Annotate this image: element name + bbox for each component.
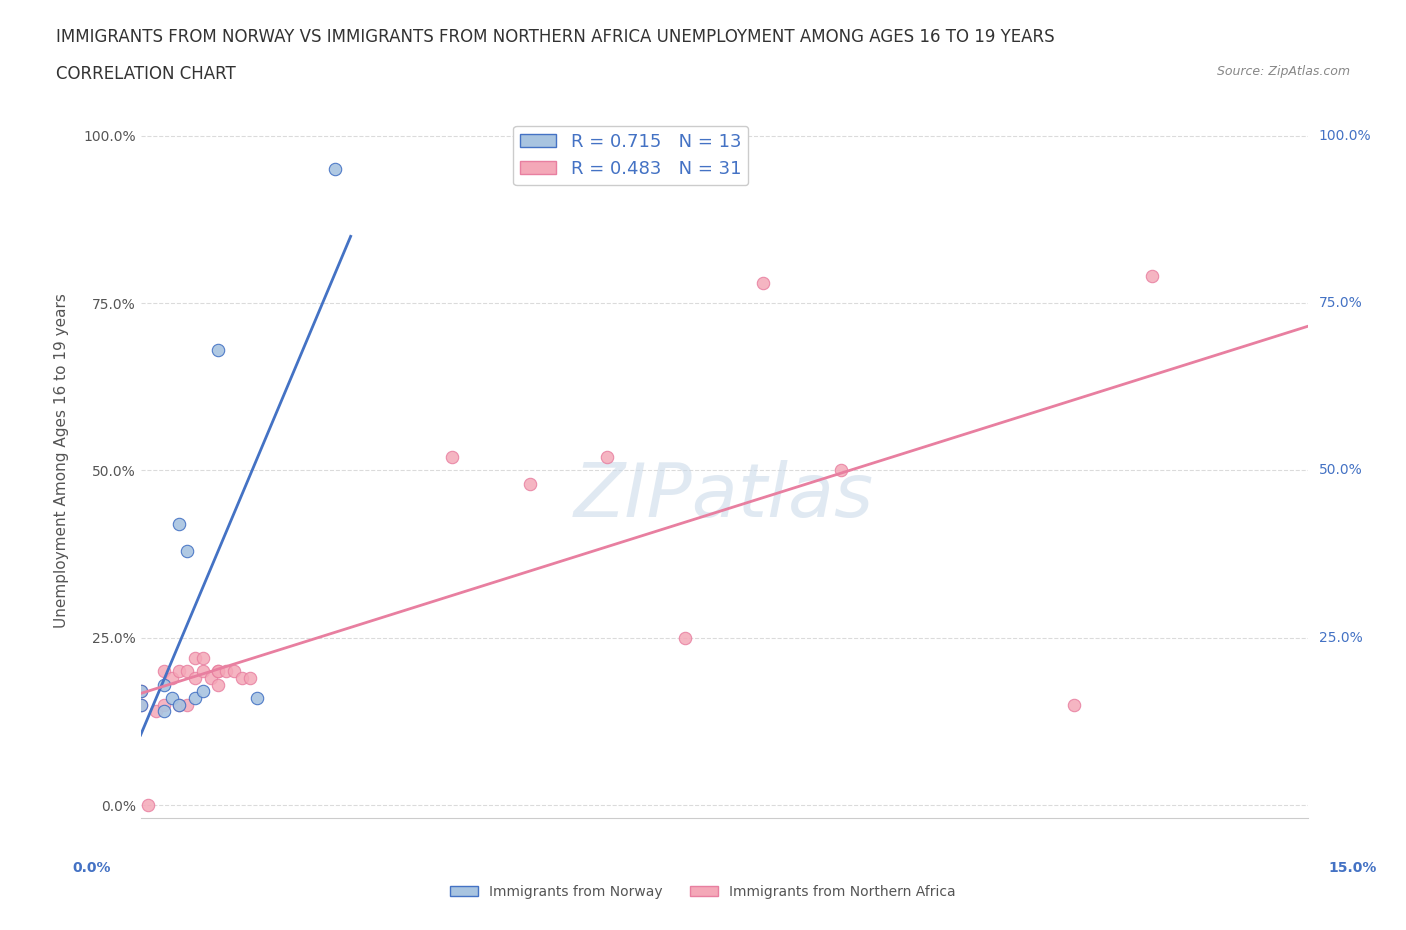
Point <box>176 543 198 558</box>
Text: 100.0%: 100.0% <box>1319 128 1371 143</box>
Y-axis label: Unemployment Among Ages 16 to 19 years: Unemployment Among Ages 16 to 19 years <box>55 293 69 628</box>
Point <box>246 690 269 705</box>
Point <box>129 698 152 712</box>
Point <box>673 631 696 645</box>
Point <box>176 664 198 679</box>
Point <box>160 671 183 685</box>
Text: 50.0%: 50.0% <box>1319 463 1362 477</box>
Point <box>207 677 229 692</box>
Point <box>596 449 619 464</box>
Point <box>830 463 852 478</box>
Text: 0.0%: 0.0% <box>72 861 111 875</box>
Point <box>153 698 176 712</box>
Point <box>153 677 176 692</box>
Point <box>200 671 222 685</box>
Point <box>138 798 160 813</box>
Point <box>153 704 176 719</box>
Text: ZIPatlas: ZIPatlas <box>574 460 875 532</box>
Text: IMMIGRANTS FROM NORWAY VS IMMIGRANTS FROM NORTHERN AFRICA UNEMPLOYMENT AMONG AGE: IMMIGRANTS FROM NORWAY VS IMMIGRANTS FRO… <box>56 28 1054 46</box>
Legend: R = 0.715   N = 13, R = 0.483   N = 31: R = 0.715 N = 13, R = 0.483 N = 31 <box>513 126 748 185</box>
Text: 15.0%: 15.0% <box>1329 861 1376 875</box>
Point <box>169 664 191 679</box>
Point <box>153 664 176 679</box>
Point <box>238 671 260 685</box>
Point <box>323 162 346 177</box>
Point <box>191 650 214 665</box>
Point <box>169 698 191 712</box>
Point <box>176 698 198 712</box>
Point <box>184 650 207 665</box>
Legend: Immigrants from Norway, Immigrants from Northern Africa: Immigrants from Norway, Immigrants from … <box>444 880 962 905</box>
Point <box>191 684 214 698</box>
Point <box>169 698 191 712</box>
Point <box>207 664 229 679</box>
Text: Source: ZipAtlas.com: Source: ZipAtlas.com <box>1216 65 1350 78</box>
Point <box>519 476 541 491</box>
Point <box>207 664 229 679</box>
Point <box>215 664 238 679</box>
Point <box>160 690 183 705</box>
Point <box>222 664 245 679</box>
Text: 25.0%: 25.0% <box>1319 631 1362 644</box>
Point <box>145 704 167 719</box>
Point <box>1063 698 1085 712</box>
Text: 75.0%: 75.0% <box>1319 296 1362 310</box>
Point <box>191 664 214 679</box>
Point <box>169 516 191 531</box>
Point <box>207 342 229 357</box>
Point <box>440 449 463 464</box>
Point <box>129 698 152 712</box>
Point <box>129 684 152 698</box>
Point <box>184 690 207 705</box>
Point <box>184 671 207 685</box>
Point <box>231 671 253 685</box>
Text: CORRELATION CHART: CORRELATION CHART <box>56 65 236 83</box>
Point <box>1140 269 1163 284</box>
Point <box>752 275 775 290</box>
Point <box>129 684 152 698</box>
